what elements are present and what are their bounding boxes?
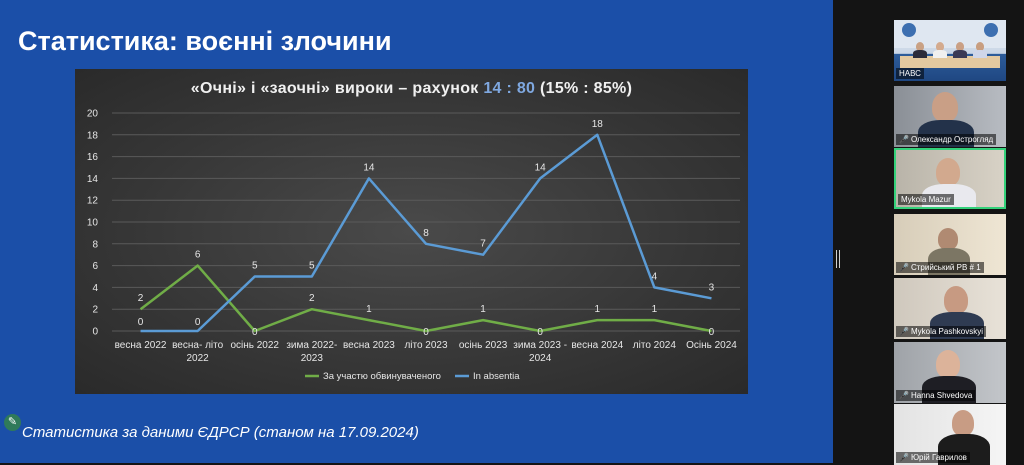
data-label: 1 — [366, 304, 372, 315]
participant-tile[interactable]: 🎤Юрій Гаврилов — [894, 404, 1006, 465]
participant-tile[interactable]: 🎤Mykola Pashkovskyi — [894, 278, 1006, 339]
legend-label: За участю обвинуваченого — [323, 371, 441, 382]
x-tick-label: Осінь 2024 — [686, 340, 737, 351]
y-tick-label: 12 — [87, 196, 99, 207]
y-tick-label: 10 — [87, 218, 99, 229]
participant-name: 🎤Олександр Острогляд — [896, 134, 996, 145]
x-tick-label: осінь 2022 — [230, 340, 279, 351]
slide-footer: Статистика за даними ЄДРСР (станом на 17… — [22, 424, 419, 441]
data-label: 0 — [252, 327, 258, 338]
x-tick-label: зима 2022- — [286, 340, 337, 351]
chart-title-score: 14 : 80 — [483, 80, 535, 97]
mic-muted-icon: 🎤 — [899, 391, 909, 400]
data-label: 14 — [535, 162, 547, 173]
y-tick-label: 16 — [87, 152, 99, 163]
x-tick-label: весна 2022 — [115, 340, 167, 351]
participant-tile[interactable]: НАВС — [894, 20, 1006, 81]
data-label: 0 — [537, 327, 543, 338]
data-label: 1 — [480, 304, 486, 315]
y-tick-label: 8 — [92, 239, 98, 250]
x-tick-label: зима 2023 - — [513, 340, 567, 351]
x-tick-label: весна 2023 — [343, 340, 395, 351]
y-tick-label: 20 — [87, 109, 99, 120]
x-tick-label: 2024 — [529, 353, 552, 364]
y-tick-label: 4 — [92, 283, 98, 294]
mic-muted-icon: 🎤 — [899, 263, 909, 272]
data-label: 0 — [709, 327, 715, 338]
mic-muted-icon: 🎤 — [899, 135, 909, 144]
slide-title: Статистика: воєнні злочини — [18, 26, 392, 57]
y-tick-label: 0 — [92, 327, 98, 338]
data-label: 1 — [594, 304, 600, 315]
series-line — [141, 266, 712, 331]
x-tick-label: осінь 2023 — [459, 340, 508, 351]
data-label: 5 — [252, 261, 258, 272]
participant-tile[interactable]: 🎤Стрийський РВ # 1 — [894, 214, 1006, 275]
data-label: 3 — [709, 282, 715, 293]
chart-title-suffix: (15% : 85%) — [535, 80, 632, 97]
y-tick-label: 14 — [87, 174, 99, 185]
data-label: 18 — [592, 119, 604, 130]
participant-name: 🎤Mykola Pashkovskyi — [896, 326, 986, 337]
y-tick-label: 2 — [92, 305, 98, 316]
mic-muted-icon: 🎤 — [899, 327, 909, 336]
data-label: 1 — [652, 304, 658, 315]
x-tick-label: весна- літо — [172, 340, 223, 351]
x-tick-label: літо 2024 — [633, 340, 677, 351]
participant-tile-active[interactable]: Mykola Mazur — [894, 148, 1006, 209]
data-label: 7 — [480, 239, 486, 250]
participant-name: 🎤Стрийський РВ # 1 — [896, 262, 984, 273]
pencil-icon[interactable]: ✎ — [4, 414, 21, 431]
data-label: 14 — [363, 162, 375, 173]
data-label: 4 — [652, 271, 658, 282]
data-label: 2 — [309, 293, 315, 304]
participant-name: НАВС — [896, 68, 924, 79]
data-label: 0 — [138, 317, 144, 328]
mic-muted-icon: 🎤 — [899, 453, 909, 462]
data-label: 6 — [195, 250, 201, 261]
data-label: 8 — [423, 228, 429, 239]
data-label: 5 — [309, 261, 315, 272]
x-tick-label: 2023 — [301, 353, 324, 364]
resize-handle[interactable] — [836, 250, 840, 268]
participant-name: Mykola Mazur — [898, 194, 954, 205]
participant-name: 🎤Юрій Гаврилов — [896, 452, 970, 463]
legend-label: In absentia — [473, 371, 520, 382]
x-tick-label: літо 2023 — [404, 340, 448, 351]
chart-title: «Очні» і «заочні» вироки – рахунок 14 : … — [75, 80, 748, 98]
participant-name: 🎤Hanna Shvedova — [896, 390, 975, 401]
x-tick-label: весна 2024 — [571, 340, 623, 351]
participant-tile[interactable]: 🎤Hanna Shvedova — [894, 342, 1006, 403]
chart-title-prefix: «Очні» і «заочні» вироки – рахунок — [191, 80, 484, 97]
participant-tile[interactable]: 🎤Олександр Острогляд — [894, 86, 1006, 147]
y-tick-label: 6 — [92, 261, 98, 272]
y-tick-label: 18 — [87, 130, 99, 141]
data-label: 0 — [195, 317, 201, 328]
data-label: 0 — [423, 327, 429, 338]
data-label: 2 — [138, 293, 144, 304]
x-tick-label: 2022 — [187, 353, 210, 364]
